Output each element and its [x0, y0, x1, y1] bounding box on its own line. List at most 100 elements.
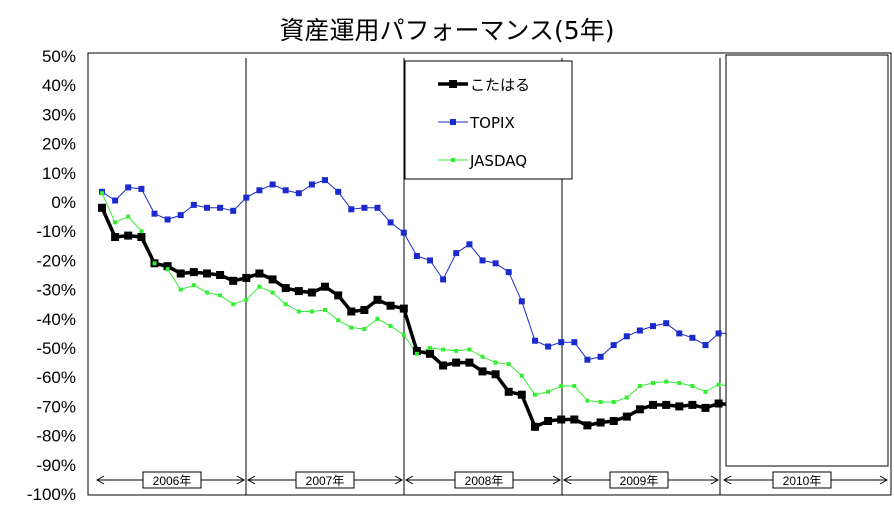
data-point-kotaharu [321, 282, 329, 291]
data-point-kotaharu [439, 361, 448, 370]
data-point-kotaharu [688, 400, 697, 409]
data-point-jasdaq [598, 400, 603, 404]
data-point-jasdaq [664, 379, 669, 384]
data-point-jasdaq [205, 290, 209, 295]
y-tick-label: -90% [36, 456, 76, 475]
data-point-topix [545, 343, 552, 350]
data-point-topix [151, 210, 158, 217]
data-point-kotaharu [281, 284, 290, 293]
data-point-topix [295, 190, 302, 197]
data-point-jasdaq [454, 348, 459, 353]
y-tick-label: -60% [36, 368, 76, 387]
legend-label-topix: TOPIX [469, 114, 515, 132]
year-label-box [295, 471, 355, 489]
data-point-topix [663, 320, 670, 327]
data-point-jasdaq [414, 351, 419, 356]
legend-marker-topix [450, 119, 456, 125]
data-point-topix [597, 353, 604, 360]
data-point-topix [348, 206, 355, 213]
data-point-jasdaq [152, 261, 157, 266]
data-point-kotaharu [360, 306, 369, 314]
data-point-topix [125, 184, 132, 191]
y-tick-label: -80% [36, 427, 76, 446]
data-point-kotaharu [609, 417, 618, 425]
data-point-topix [676, 330, 683, 337]
data-point-jasdaq [493, 360, 498, 365]
data-point-kotaharu [635, 405, 644, 414]
y-tick-label: 50% [42, 47, 76, 66]
data-point-topix [164, 216, 171, 223]
data-point-jasdaq [231, 302, 236, 307]
data-point-jasdaq [677, 381, 682, 385]
data-point-kotaharu [701, 403, 710, 412]
data-point-topix [256, 187, 263, 194]
year-label-2006: 2006年 [153, 474, 192, 488]
data-point-kotaharu [189, 268, 198, 277]
data-point-kotaharu [111, 233, 120, 241]
data-point-jasdaq [165, 267, 170, 272]
data-point-topix [466, 241, 473, 248]
data-point-jasdaq [191, 283, 196, 288]
data-point-jasdaq [336, 318, 341, 323]
data-point-topix [361, 204, 368, 211]
legend-label-jasdaq: JASDAQ [469, 152, 527, 170]
data-point-kotaharu [399, 304, 408, 313]
data-point-topix [505, 269, 512, 276]
data-point-kotaharu [294, 287, 303, 296]
data-point-topix [453, 250, 460, 257]
data-point-topix [243, 194, 250, 201]
year-label-2010: 2010年 [783, 474, 822, 488]
data-point-kotaharu [268, 275, 277, 284]
data-point-jasdaq [637, 384, 642, 388]
data-point-topix [440, 276, 447, 283]
data-point-jasdaq [349, 325, 354, 330]
arrow-head-right [394, 475, 404, 485]
data-point-kotaharu [98, 203, 106, 212]
arrow-head-right [710, 475, 720, 485]
data-point-kotaharu [452, 358, 461, 367]
data-point-jasdaq [100, 191, 104, 196]
legend-marker-jasdaq [451, 158, 455, 162]
data-point-topix [413, 253, 420, 259]
data-point-jasdaq [375, 316, 380, 321]
data-point-kotaharu [491, 370, 500, 379]
year-label-2008: 2008年 [465, 474, 504, 488]
data-point-topix [558, 339, 565, 346]
y-tick-label: -50% [36, 339, 76, 358]
data-point-kotaharu [163, 262, 172, 271]
y-tick-label: 40% [42, 76, 76, 95]
data-point-topix [492, 260, 499, 267]
data-point-kotaharu [675, 402, 684, 411]
data-point-jasdaq [323, 308, 327, 312]
year-label-box [142, 471, 202, 489]
y-tick-label: -10% [36, 222, 76, 241]
data-point-kotaharu [596, 418, 605, 427]
data-point-jasdaq [690, 384, 695, 388]
data-point-kotaharu [517, 390, 526, 399]
data-point-jasdaq [624, 395, 629, 400]
data-point-jasdaq [388, 324, 393, 329]
data-point-kotaharu [531, 422, 539, 431]
arrow-head-left [722, 475, 732, 485]
data-point-kotaharu [570, 415, 579, 424]
data-point-jasdaq [296, 309, 301, 314]
data-point-jasdaq [178, 287, 183, 292]
legend-marker-kotaharu [449, 80, 457, 88]
data-point-kotaharu [649, 400, 657, 409]
data-point-kotaharu [714, 399, 723, 408]
data-point-topix [322, 177, 328, 184]
y-tick-label: 30% [42, 105, 76, 124]
data-point-jasdaq [559, 384, 564, 388]
data-point-kotaharu [229, 276, 238, 285]
data-point-jasdaq [270, 290, 275, 295]
data-point-topix [230, 207, 237, 214]
data-point-topix [571, 339, 578, 346]
data-point-kotaharu [255, 269, 264, 278]
data-point-topix [335, 188, 342, 195]
data-point-topix [689, 334, 696, 341]
year-label-box [454, 471, 514, 489]
chart-title: 資産運用パフォーマンス(5年) [280, 16, 615, 45]
data-point-kotaharu [504, 387, 513, 396]
data-point-kotaharu [307, 288, 316, 297]
y-tick-label: 10% [42, 164, 76, 183]
